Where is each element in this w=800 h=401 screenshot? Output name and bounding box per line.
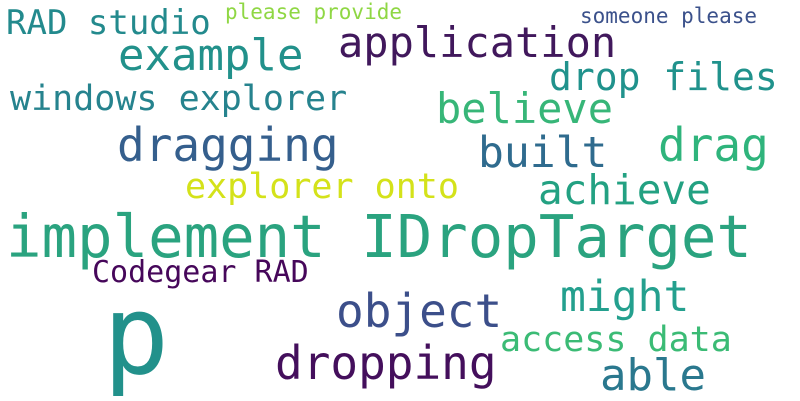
word-someone-please: someone please — [580, 4, 758, 28]
word-able: able — [600, 350, 706, 401]
word-implement-idroptarget: implement IDropTarget — [6, 202, 752, 271]
word-object: object — [336, 284, 503, 338]
word-achieve: achieve — [538, 166, 711, 214]
word-rad-studio: RAD studio — [6, 3, 211, 43]
word-might: might — [560, 272, 690, 322]
word-drop-files: drop files — [549, 55, 778, 99]
word-example: example — [118, 30, 304, 81]
word-dragging: dragging — [117, 118, 339, 172]
word-dropping: dropping — [275, 336, 497, 390]
word-believe: believe — [436, 84, 614, 133]
word-application: application — [338, 18, 617, 67]
word-please-provide: please provide — [225, 0, 403, 24]
word-codegear-rad: Codegear RAD — [92, 255, 309, 290]
word-windows-explorer: windows explorer — [10, 79, 348, 119]
word-drag: drag — [658, 118, 769, 172]
word-access-data: access data — [500, 320, 732, 360]
word-explorer-onto: explorer onto — [185, 167, 459, 207]
word-built: built — [478, 128, 608, 178]
word-p: p — [103, 271, 170, 399]
